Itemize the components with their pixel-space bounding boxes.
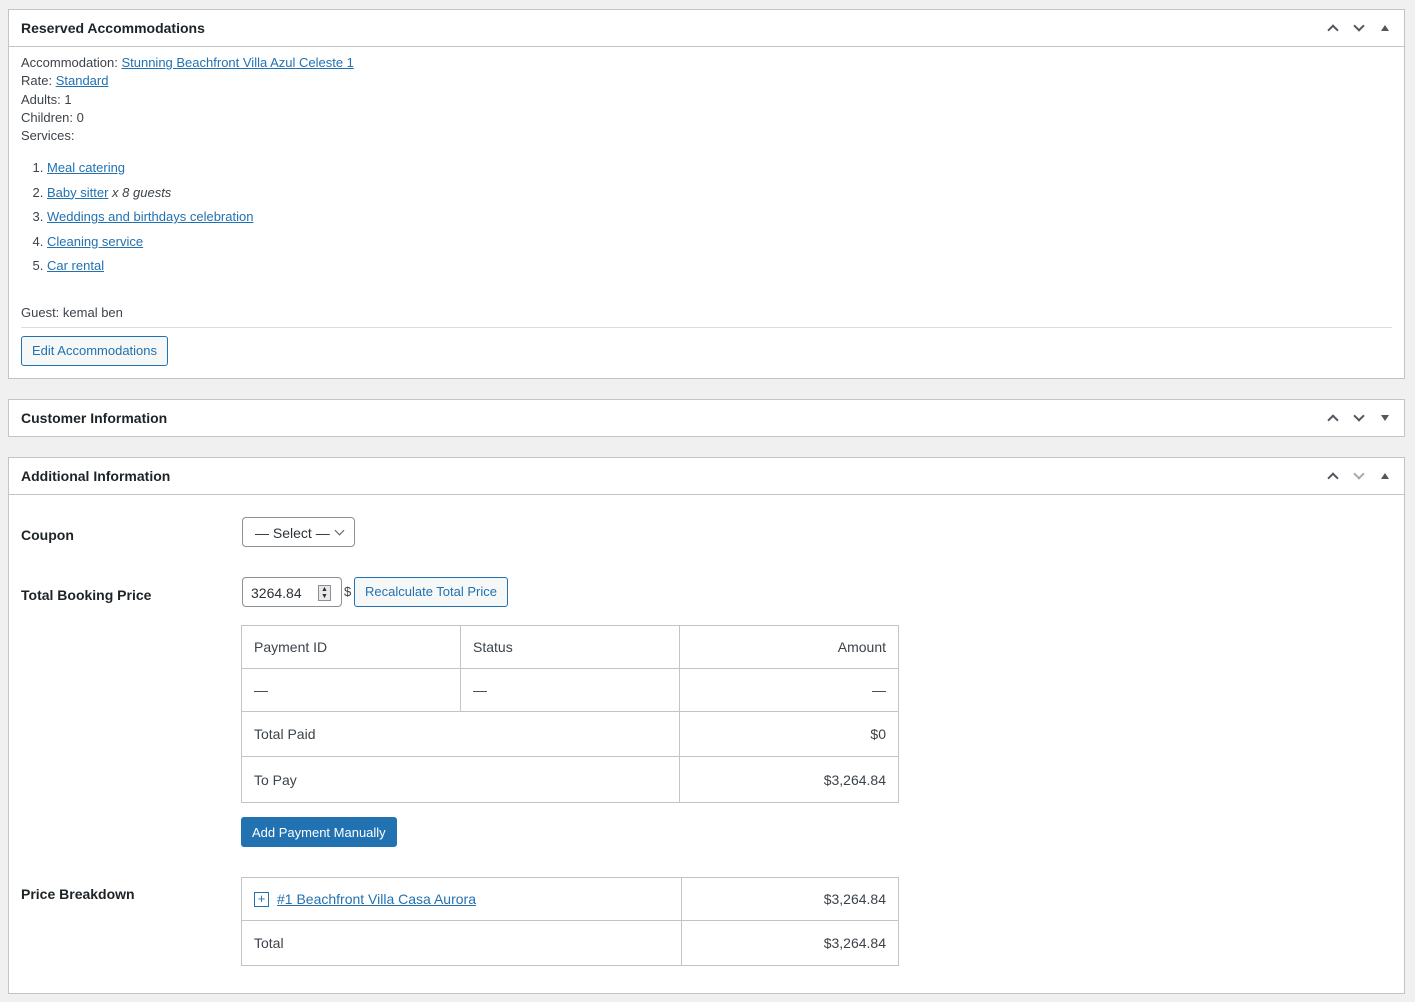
table-row: Total Paid $0	[241, 711, 899, 757]
chevron-down-icon	[334, 525, 345, 536]
services-label: Services:	[21, 128, 75, 143]
total-paid-value: $0	[679, 711, 899, 757]
list-item: Car rental	[47, 254, 253, 279]
service-link[interactable]: Weddings and birthdays celebration	[47, 209, 254, 224]
chevron-up-icon	[1327, 472, 1339, 484]
panel-title: Additional Information	[21, 468, 171, 484]
services-list: Meal catering Baby sitter x 8 guests Wed…	[47, 156, 253, 279]
coupon-select[interactable]: — Select —	[242, 517, 355, 547]
panel-header: Reserved Accommodations	[9, 10, 1404, 47]
accommodation-link[interactable]: Stunning Beachfront Villa Azul Celeste 1	[121, 55, 354, 70]
triangle-down-icon	[1381, 415, 1389, 421]
move-down-button[interactable]	[1350, 409, 1368, 427]
to-pay-value: $3,264.84	[679, 756, 899, 803]
list-item: Baby sitter x 8 guests	[47, 181, 253, 206]
coupon-label: Coupon	[21, 527, 74, 543]
table-header-row: Payment ID Status Amount	[241, 625, 899, 669]
service-link[interactable]: Meal catering	[47, 160, 126, 175]
total-paid-label: Total Paid	[241, 711, 680, 757]
breakdown-item-amount: $3,264.84	[681, 877, 899, 921]
panel-title: Customer Information	[21, 410, 168, 426]
move-up-button[interactable]	[1324, 409, 1342, 427]
breakdown-item-link[interactable]: #1 Beachfront Villa Casa Aurora	[277, 890, 476, 907]
list-item: Meal catering	[47, 156, 253, 181]
move-down-button[interactable]	[1350, 467, 1368, 485]
move-up-button[interactable]	[1324, 19, 1342, 37]
table-row: Total $3,264.84	[241, 920, 899, 966]
list-item: Cleaning service	[47, 230, 253, 255]
service-link[interactable]: Baby sitter	[47, 184, 109, 200]
panel-title: Reserved Accommodations	[21, 20, 205, 36]
rate-label: Rate:	[21, 73, 53, 88]
breakdown-total-label: Total	[241, 920, 682, 966]
table-row: + #1 Beachfront Villa Casa Aurora $3,264.…	[241, 877, 899, 921]
table-row: To Pay $3,264.84	[241, 756, 899, 803]
breakdown-total-value: $3,264.84	[681, 920, 899, 966]
chevron-down-icon	[1353, 20, 1365, 32]
panel-header[interactable]: Customer Information	[9, 400, 1404, 437]
toggle-panel-button[interactable]	[1376, 467, 1394, 485]
additional-information-panel: Additional Information Coupon — Select —…	[8, 457, 1405, 994]
total-booking-price-label: Total Booking Price	[21, 587, 152, 603]
children: Children: 0	[21, 110, 84, 125]
rate-link[interactable]: Standard	[55, 73, 109, 88]
triangle-up-icon	[1381, 473, 1389, 479]
currency-symbol: $	[344, 584, 352, 599]
service-link[interactable]: Car rental	[47, 258, 105, 273]
amount-cell: —	[679, 668, 899, 712]
column-header: Payment ID	[241, 625, 461, 669]
panel-header: Additional Information	[9, 458, 1404, 495]
reserved-accommodations-panel: Reserved Accommodations Accommodation: S…	[8, 9, 1405, 379]
divider	[21, 327, 1392, 328]
price-breakdown-table: + #1 Beachfront Villa Casa Aurora $3,264.…	[241, 877, 899, 966]
toggle-panel-button[interactable]	[1376, 409, 1394, 427]
adults: Adults: 1	[21, 92, 72, 107]
toggle-panel-button[interactable]	[1376, 19, 1394, 37]
service-link[interactable]: Cleaning service	[47, 233, 144, 249]
expand-icon[interactable]: +	[254, 892, 269, 908]
chevron-up-icon	[1327, 24, 1339, 36]
payment-id-cell: —	[241, 668, 461, 712]
number-spinner[interactable]: ▲ ▼	[318, 585, 331, 601]
total-price-value: 3264.84	[251, 585, 302, 601]
edit-accommodations-button[interactable]: Edit Accommodations	[21, 336, 169, 366]
accommodation-label: Accommodation:	[21, 55, 118, 70]
move-up-button[interactable]	[1324, 467, 1342, 485]
move-down-button[interactable]	[1350, 19, 1368, 37]
status-cell: —	[460, 668, 680, 712]
to-pay-label: To Pay	[241, 756, 680, 803]
chevron-up-icon	[1327, 414, 1339, 426]
customer-information-panel: Customer Information	[8, 399, 1405, 437]
column-header: Status	[460, 625, 680, 669]
chevron-down-icon	[1353, 410, 1365, 422]
coupon-selected-value: — Select —	[255, 525, 330, 541]
column-header: Amount	[679, 625, 899, 669]
payments-table: Payment ID Status Amount — — — Total Pai…	[241, 625, 899, 803]
list-item: Weddings and birthdays celebration	[47, 205, 253, 230]
guest: Guest: kemal ben	[21, 305, 123, 320]
triangle-up-icon	[1381, 25, 1389, 31]
total-price-input[interactable]: 3264.84 ▲ ▼	[242, 577, 342, 607]
service-extra: x 8 guests	[112, 184, 172, 200]
recalculate-total-price-button[interactable]: Recalculate Total Price	[354, 577, 508, 607]
add-payment-manually-button[interactable]: Add Payment Manually	[241, 817, 397, 847]
price-breakdown-label: Price Breakdown	[21, 886, 135, 902]
table-row: — — —	[241, 668, 899, 712]
chevron-down-icon	[1353, 468, 1365, 480]
